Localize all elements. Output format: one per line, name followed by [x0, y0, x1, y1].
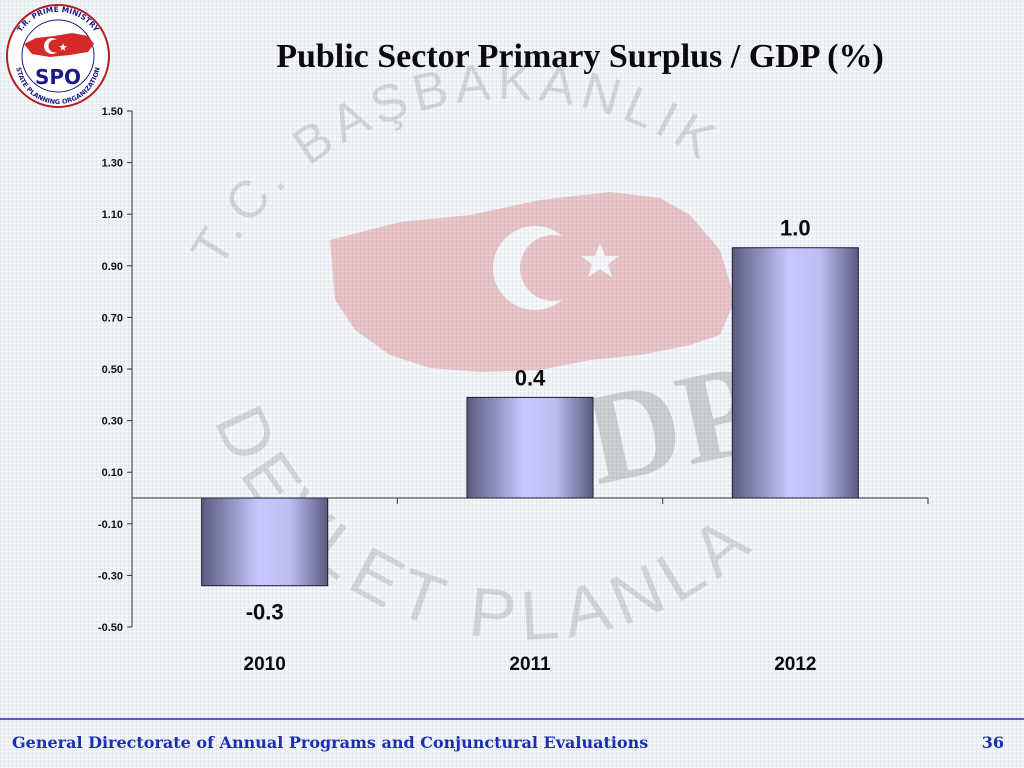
bar-2011 — [466, 396, 594, 499]
x-tick-label: 2010 — [244, 654, 286, 675]
y-tick-label: 1.10 — [102, 209, 123, 221]
chart-title: Public Sector Primary Surplus / GDP (%) — [276, 38, 884, 75]
data-label: 0.4 — [515, 365, 546, 390]
star-icon — [581, 243, 619, 277]
logo-star-icon — [59, 43, 67, 51]
turkey-map-shape — [330, 192, 735, 372]
footer-text: General Directorate of Annual Programs a… — [12, 733, 649, 752]
crescent-inner — [520, 235, 586, 301]
data-label: -0.3 — [246, 600, 284, 625]
y-tick-label: 0.70 — [102, 312, 123, 324]
crescent-outer — [493, 226, 577, 310]
y-tick-label: 0.90 — [102, 261, 123, 273]
spo-logo: T.R. PRIME MINISTRY STATE PLANNING ORGAN… — [6, 4, 110, 108]
page-number: 36 — [981, 733, 1004, 752]
y-tick-label: 0.10 — [102, 467, 123, 479]
y-tick-label: 0.50 — [102, 364, 123, 376]
y-tick-label: -0.50 — [98, 622, 123, 634]
y-tick-label: -0.10 — [98, 519, 123, 531]
data-label: 1.0 — [780, 216, 811, 241]
y-tick-label: 0.30 — [102, 416, 123, 428]
logo-text: SPO — [35, 65, 81, 89]
y-tick-label: 1.50 — [102, 106, 123, 118]
bar-2010 — [201, 497, 329, 587]
y-tick-label: 1.30 — [102, 158, 123, 170]
bar-2012 — [731, 247, 859, 499]
y-tick-label: -0.30 — [98, 570, 123, 582]
x-tick-label: 2012 — [774, 654, 816, 675]
x-tick-label: 2011 — [509, 654, 551, 675]
footer-divider — [0, 718, 1024, 720]
